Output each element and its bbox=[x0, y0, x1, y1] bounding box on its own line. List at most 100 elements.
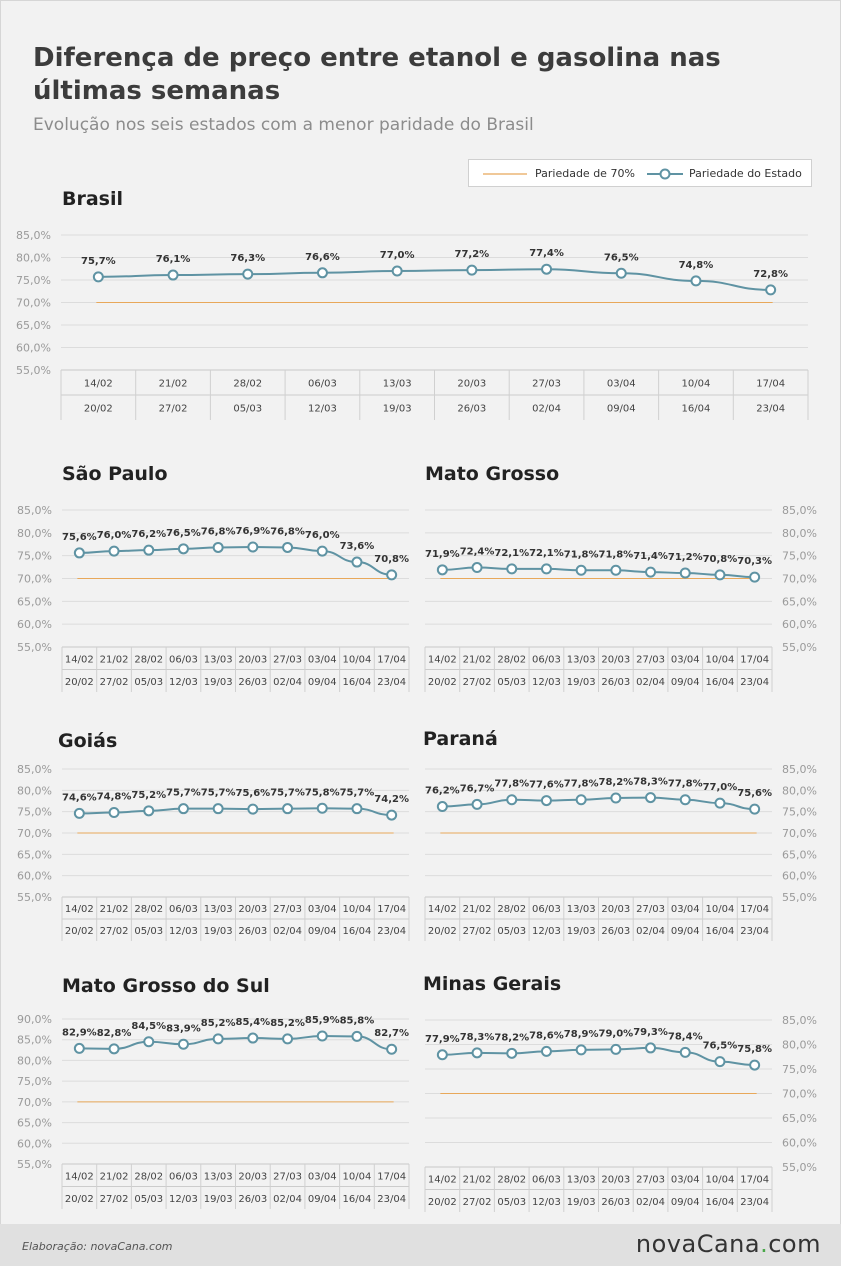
data-point bbox=[386, 569, 398, 581]
footer: Elaboração: novaCana.com novaCana.com bbox=[0, 1224, 841, 1266]
category-label-end: 23/04 bbox=[740, 677, 769, 688]
data-point bbox=[316, 267, 328, 279]
logo-text-left: novaCana bbox=[635, 1230, 761, 1258]
chart-svg: 90,0% 85,0% 80,0% 75,0% 70,0% 65,0% 60,0% 55,0%… bbox=[17, 1013, 410, 1209]
chart-minas-gerais: Minas Gerais 85,0% 80,0% 75,0% 70,0% 65,0% 60,… bbox=[420, 970, 841, 1214]
category-label-start: 06/03 bbox=[532, 1174, 561, 1185]
category-label-start: 17/04 bbox=[740, 654, 769, 665]
data-label: 75,8% bbox=[305, 787, 340, 798]
data-label: 75,7% bbox=[201, 788, 236, 799]
category-label-start: 20/03 bbox=[601, 1174, 630, 1185]
category-label-end: 05/03 bbox=[233, 404, 262, 415]
data-point bbox=[316, 802, 328, 814]
series-line bbox=[79, 1034, 392, 1051]
category-label-end: 05/03 bbox=[134, 677, 163, 688]
category-label-end: 09/04 bbox=[308, 677, 337, 688]
category-label-start: 27/03 bbox=[273, 904, 302, 915]
chart-title: Minas Gerais bbox=[423, 973, 562, 995]
data-label: 76,3% bbox=[230, 253, 265, 264]
data-label: 82,7% bbox=[374, 1028, 409, 1039]
data-label: 78,2% bbox=[494, 1032, 529, 1043]
series-line bbox=[442, 1046, 755, 1067]
category-label-end: 12/03 bbox=[169, 926, 198, 937]
data-point bbox=[108, 1043, 120, 1055]
category-label-start: 28/02 bbox=[497, 654, 526, 665]
data-point bbox=[610, 1043, 622, 1055]
y-tick-label: 65,0% bbox=[782, 848, 817, 861]
category-label-end: 05/03 bbox=[497, 677, 526, 688]
y-tick-label: 85,0% bbox=[17, 763, 52, 776]
category-label-start: 28/02 bbox=[134, 654, 163, 665]
data-label: 83,9% bbox=[166, 1023, 201, 1034]
data-label: 71,4% bbox=[633, 551, 668, 562]
category-label-start: 06/03 bbox=[532, 654, 561, 665]
data-label: 76,2% bbox=[131, 529, 166, 540]
y-tick-label: 60,0% bbox=[16, 342, 51, 355]
y-tick-label: 85,0% bbox=[17, 504, 52, 517]
data-point bbox=[436, 801, 448, 813]
legend-threshold-label: Pariedade de 70% bbox=[535, 167, 635, 180]
category-label-start: 10/04 bbox=[706, 1174, 735, 1185]
category-label-end: 16/04 bbox=[682, 404, 711, 415]
data-label: 78,2% bbox=[598, 777, 633, 788]
chart-svg: 85,0% 80,0% 75,0% 70,0% 65,0% 60,0% 55,0% 14/02… bbox=[16, 229, 809, 420]
data-point bbox=[540, 563, 552, 575]
y-tick-label: 85,0% bbox=[16, 229, 51, 242]
data-point bbox=[351, 803, 363, 815]
data-point bbox=[108, 807, 120, 819]
category-label-start: 13/03 bbox=[204, 1171, 233, 1182]
category-label-end: 23/04 bbox=[377, 1194, 406, 1205]
category-label-start: 17/04 bbox=[740, 904, 769, 915]
series-line bbox=[98, 268, 771, 291]
category-label-end: 16/04 bbox=[343, 1194, 372, 1205]
data-point bbox=[73, 807, 85, 819]
data-label: 73,6% bbox=[340, 541, 375, 552]
category-label-end: 20/02 bbox=[65, 677, 94, 688]
y-tick-label: 75,0% bbox=[17, 550, 52, 563]
data-point bbox=[247, 541, 259, 553]
chart-svg: 85,0% 80,0% 75,0% 70,0% 65,0% 60,0% 55,0% 14/02… bbox=[17, 504, 410, 692]
data-label: 76,9% bbox=[235, 526, 270, 537]
category-label-end: 02/04 bbox=[273, 677, 302, 688]
chart-svg: 85,0% 80,0% 75,0% 70,0% 65,0% 60,0% 55,0% 14/02… bbox=[424, 1014, 817, 1212]
series-line bbox=[79, 807, 392, 817]
data-point bbox=[749, 803, 761, 815]
chart-title: Paraná bbox=[423, 728, 498, 750]
category-label-start: 27/03 bbox=[636, 1174, 665, 1185]
category-label-start: 20/03 bbox=[238, 654, 267, 665]
category-label-start: 03/04 bbox=[607, 379, 636, 390]
y-tick-label: 85,0% bbox=[782, 1014, 817, 1027]
y-tick-label: 70,0% bbox=[17, 827, 52, 840]
data-label: 71,9% bbox=[425, 549, 460, 560]
legend-state-swatch-marker bbox=[659, 168, 671, 180]
y-tick-label: 65,0% bbox=[17, 848, 52, 861]
legend-swatches bbox=[483, 168, 683, 180]
y-tick-label: 80,0% bbox=[17, 527, 52, 540]
category-label-start: 17/04 bbox=[377, 904, 406, 915]
y-tick-label: 80,0% bbox=[782, 1039, 817, 1052]
category-label-end: 20/02 bbox=[428, 1197, 457, 1208]
category-label-start: 20/03 bbox=[238, 1171, 267, 1182]
data-label: 78,6% bbox=[529, 1030, 564, 1041]
data-label: 75,6% bbox=[235, 788, 270, 799]
category-label-end: 20/02 bbox=[84, 404, 113, 415]
data-point bbox=[143, 805, 155, 817]
data-label: 82,8% bbox=[97, 1028, 132, 1039]
data-label: 71,2% bbox=[668, 552, 703, 563]
category-label-end: 02/04 bbox=[273, 926, 302, 937]
category-label-start: 14/02 bbox=[84, 379, 113, 390]
category-label-start: 14/02 bbox=[65, 654, 94, 665]
data-label: 76,2% bbox=[425, 786, 460, 797]
category-label-end: 27/02 bbox=[100, 677, 129, 688]
category-label-start: 17/04 bbox=[756, 379, 785, 390]
category-label-start: 21/02 bbox=[463, 904, 492, 915]
data-point bbox=[247, 803, 259, 815]
category-label-start: 10/04 bbox=[706, 654, 735, 665]
category-label-start: 27/03 bbox=[636, 904, 665, 915]
data-label: 74,8% bbox=[679, 260, 714, 271]
category-label-end: 23/04 bbox=[756, 404, 785, 415]
data-point bbox=[540, 795, 552, 807]
category-label-start: 06/03 bbox=[532, 904, 561, 915]
category-label-end: 20/02 bbox=[428, 677, 457, 688]
chart-title: Brasil bbox=[62, 188, 124, 210]
